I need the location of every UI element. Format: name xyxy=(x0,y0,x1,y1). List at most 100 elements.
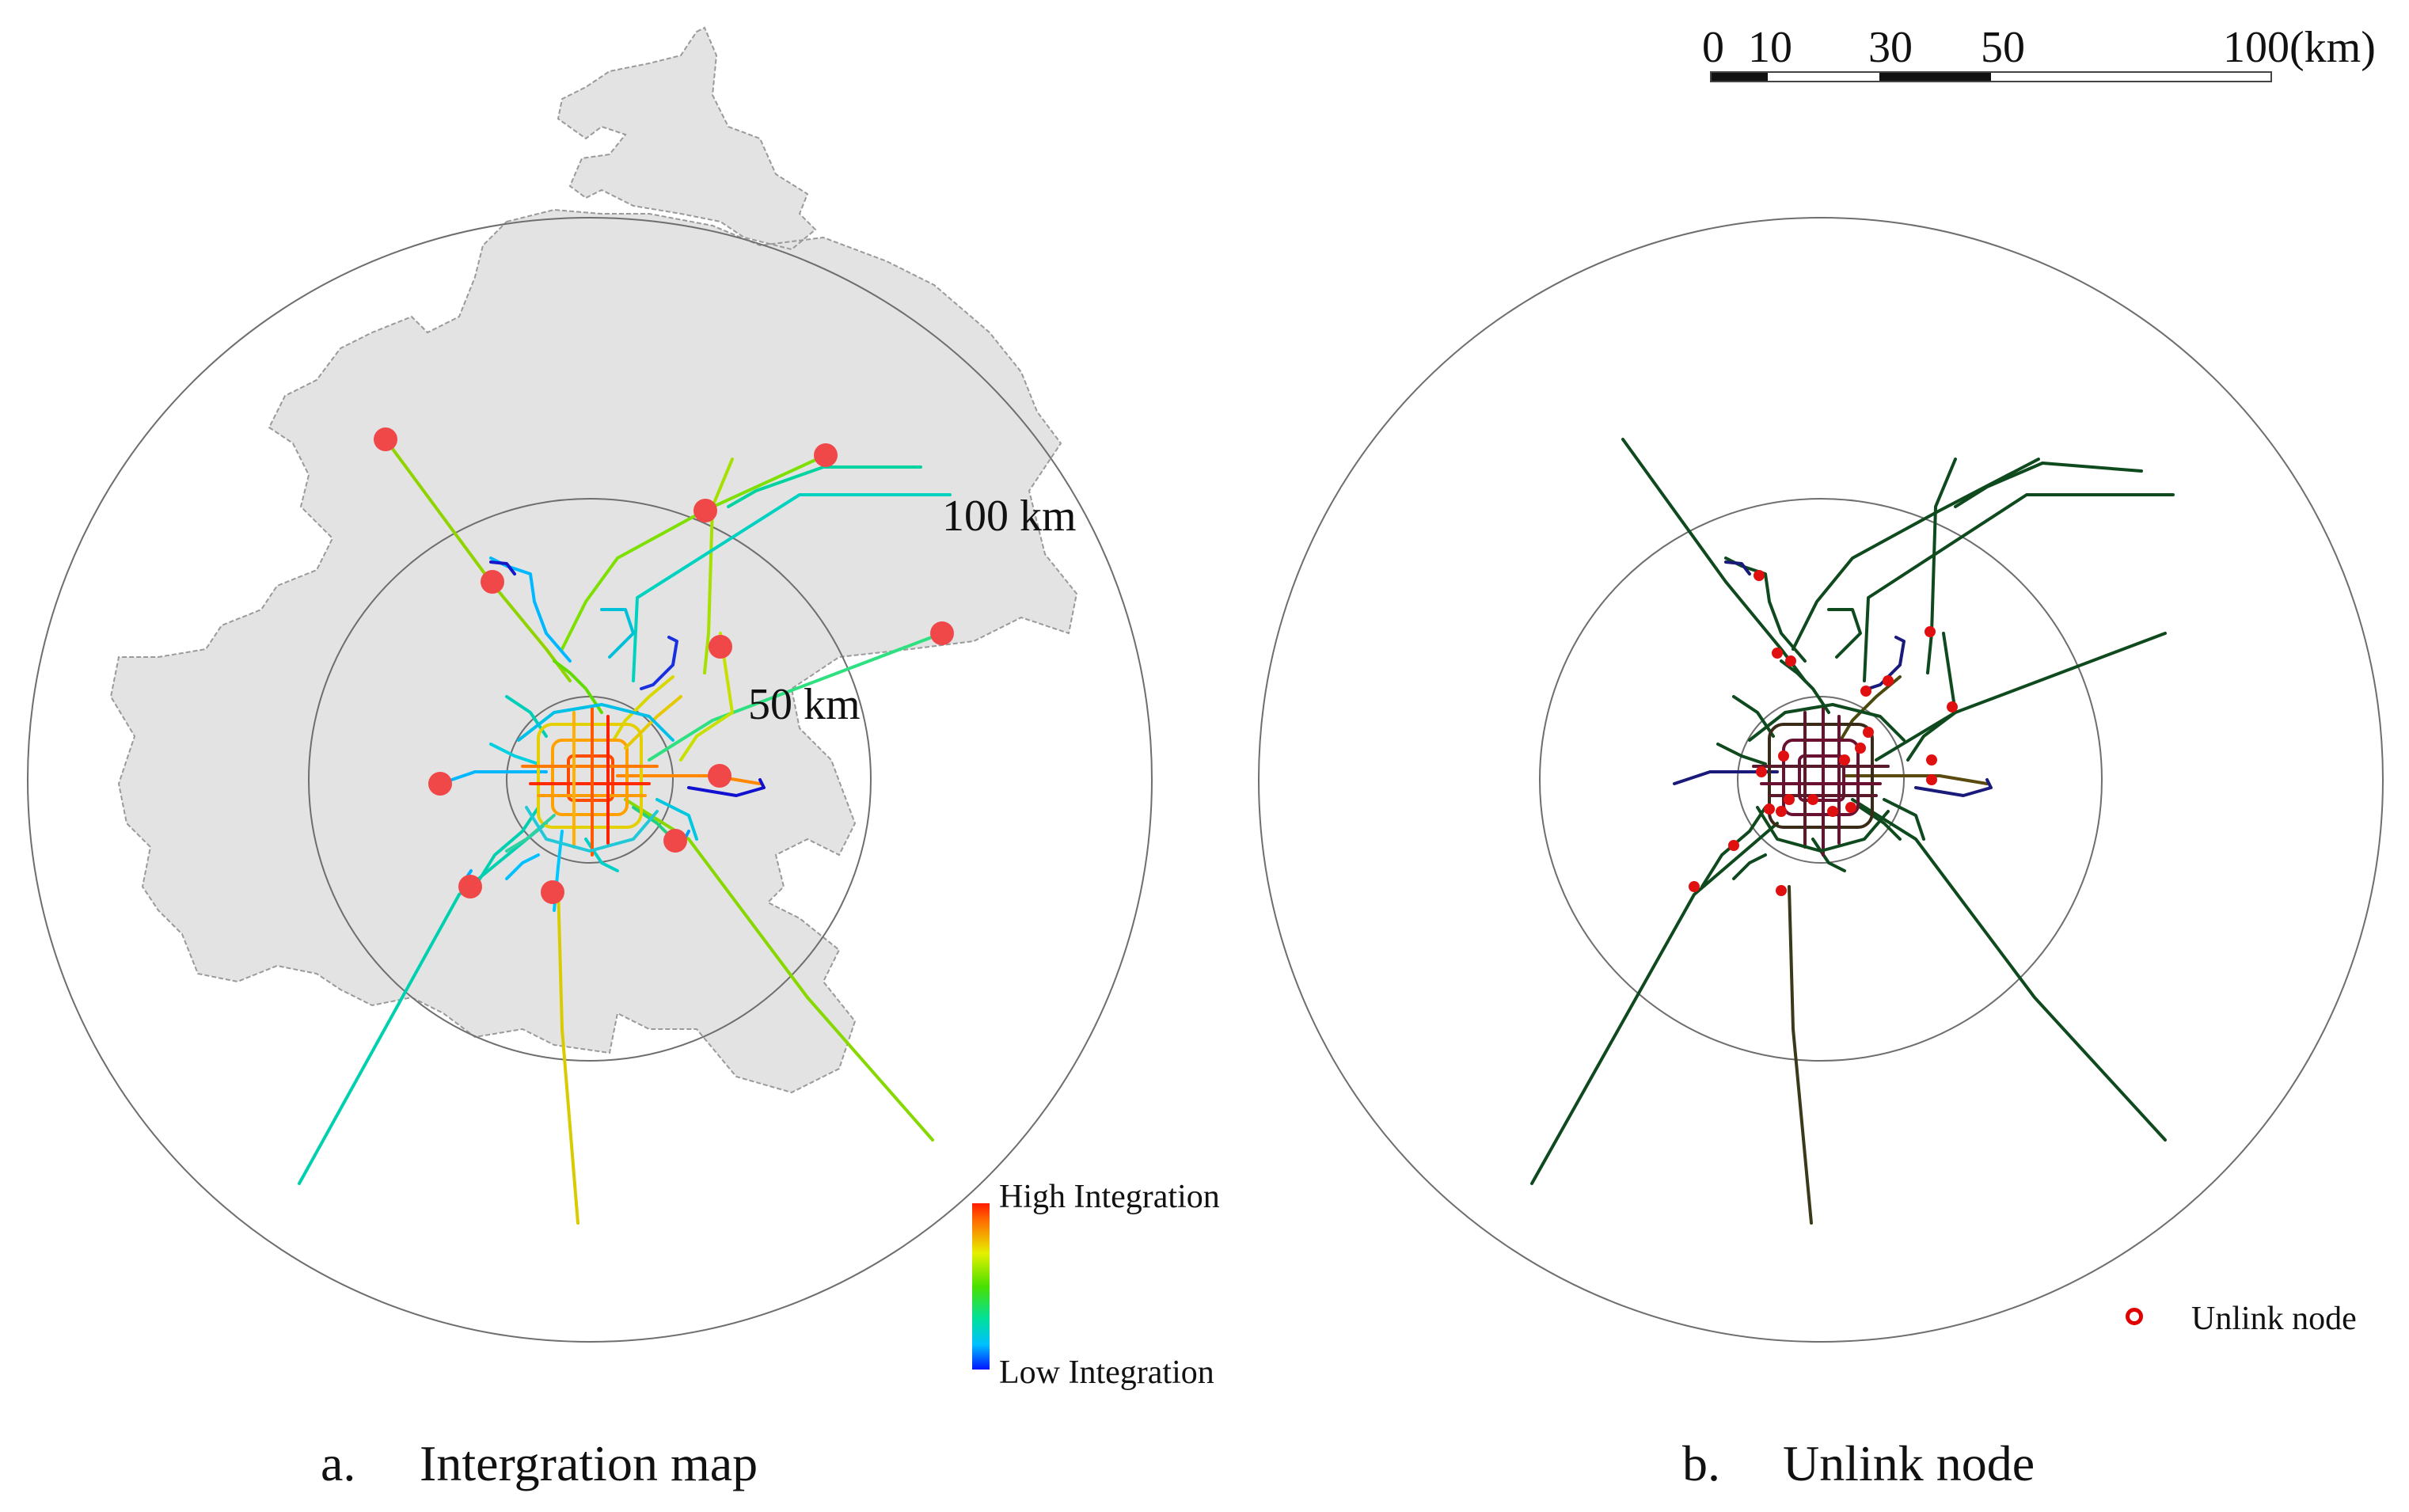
line-northeast-mid-b xyxy=(1792,458,2040,651)
ring-100km xyxy=(27,217,1153,1343)
line-east-tail-b xyxy=(1914,778,1993,797)
line-west-airport xyxy=(439,770,548,785)
terminal-marker xyxy=(541,880,564,904)
unlink-node xyxy=(1764,803,1775,815)
ring-inner-b xyxy=(1737,696,1905,864)
unlink-node xyxy=(1827,806,1838,817)
line-north-yellow-b xyxy=(1839,675,1902,742)
line-north-green-b xyxy=(1780,659,1830,714)
caption-b-title: Unlink node xyxy=(1783,1435,2035,1491)
terminal-marker xyxy=(693,499,717,522)
unlink-node xyxy=(1778,750,1789,762)
metro-network-unlink xyxy=(1530,438,2175,1225)
core-loop-north xyxy=(517,703,674,742)
line-east-cyan-b xyxy=(1883,798,1925,841)
terminal-marker xyxy=(708,764,731,788)
line-west-cyan-b xyxy=(1716,743,1767,765)
line-southeast-green-b xyxy=(1859,806,1902,841)
unlink-node xyxy=(1754,570,1765,581)
line-south-cyan xyxy=(505,853,540,880)
line-northeast-upper xyxy=(727,465,922,508)
terminal-marker xyxy=(663,829,687,853)
unlink-node xyxy=(1756,766,1767,777)
integration-map-panel xyxy=(27,26,1153,1343)
scale-bar-segment-empty xyxy=(1990,73,2270,81)
unlink-node xyxy=(1926,774,1937,785)
unlink-node xyxy=(1689,881,1700,892)
unlink-node xyxy=(1855,743,1866,754)
ring-50km xyxy=(308,498,872,1062)
line-northeast-mid xyxy=(560,454,827,651)
scale-tick-0: 0 xyxy=(1702,23,1724,72)
terminal-marker xyxy=(930,621,954,645)
legend-unlink-node: Unlink node xyxy=(2191,1301,2357,1337)
line-southeast-spoke-b xyxy=(1851,798,2167,1142)
caption-b-letter: b. xyxy=(1682,1435,1720,1491)
core-loop-south xyxy=(525,806,659,853)
line-northeast-short-b xyxy=(1906,632,1957,762)
unlink-node xyxy=(1728,840,1739,851)
terminal-marker xyxy=(481,570,504,594)
line-north-vertical-b xyxy=(1926,458,1957,674)
line-west-airport-b xyxy=(1673,770,1779,785)
core-ring-outer-b xyxy=(1768,723,1874,829)
terminal-markers-a xyxy=(374,427,954,904)
line-west-cyan xyxy=(489,743,540,765)
terminal-marker xyxy=(458,875,482,898)
terminal-marker xyxy=(374,427,397,451)
unlink-node xyxy=(1845,802,1856,813)
core-diag-sw xyxy=(505,814,556,853)
line-southeast-spoke xyxy=(624,798,934,1142)
line-changping-north-b xyxy=(1724,557,1807,663)
line-south-cyan-b xyxy=(1732,853,1767,880)
line-northeast-blue xyxy=(640,636,678,690)
line-east-long-b xyxy=(1843,774,1989,785)
ring-label-100km: 100 km xyxy=(942,492,1077,541)
terminal-marker xyxy=(814,443,838,467)
line-changping-tip xyxy=(489,560,516,576)
line-north-east-branch-b xyxy=(1863,493,2175,682)
scale-bar-segment-empty xyxy=(1767,73,1879,81)
line-south-teal-2-b xyxy=(1811,838,1846,872)
line-north-vertical xyxy=(703,458,734,674)
unlink-node xyxy=(1776,806,1787,817)
line-north-teal xyxy=(600,608,635,659)
line-changping-tip-b xyxy=(1724,560,1751,576)
scale-bar xyxy=(1710,71,2272,82)
line-east-tail xyxy=(687,778,766,797)
core-diag-ne xyxy=(624,695,682,750)
ring-100km-b xyxy=(1258,217,2384,1343)
line-northwest-spoke-b xyxy=(1621,438,1807,682)
line-north-green xyxy=(553,659,603,714)
beijing-region-shape xyxy=(109,26,1078,1094)
line-northeast-upper-b xyxy=(1954,462,2143,508)
scale-bar-segment-filled xyxy=(1712,73,1768,81)
line-south-spoke-b xyxy=(1788,885,1813,1225)
legend-low-integration: Low Integration xyxy=(999,1354,1214,1391)
scale-tick-50: 50 xyxy=(1981,23,2025,72)
core-ring-middle xyxy=(551,739,629,816)
metro-network-integration xyxy=(298,438,952,1225)
unlink-node xyxy=(1863,727,1874,738)
line-west-teal-2-b xyxy=(1732,695,1775,738)
terminal-marker xyxy=(428,772,452,796)
caption-a-letter: a. xyxy=(321,1435,356,1491)
core-loop-south-b xyxy=(1756,806,1890,853)
terminal-marker xyxy=(709,635,732,659)
unlink-node xyxy=(1772,648,1783,659)
unlink-node-panel xyxy=(1258,217,2384,1343)
line-northeast-blue-b xyxy=(1867,636,1906,690)
legend-high-integration: High Integration xyxy=(999,1179,1220,1215)
core-loop-north-b xyxy=(1748,703,1906,742)
unlink-node xyxy=(1785,655,1796,667)
line-north-teal-b xyxy=(1827,608,1862,659)
line-south-spoke xyxy=(557,885,579,1225)
line-east-spoke xyxy=(648,632,944,762)
scale-tick-30: 30 xyxy=(1868,23,1913,72)
line-east-cyan xyxy=(655,798,698,841)
unlink-node xyxy=(1839,754,1850,765)
scale-tick-100km: 100(km) xyxy=(2223,23,2376,72)
core-ring-outer xyxy=(537,723,643,829)
unlink-node xyxy=(1926,754,1937,765)
line-southwest-spoke xyxy=(298,822,548,1185)
